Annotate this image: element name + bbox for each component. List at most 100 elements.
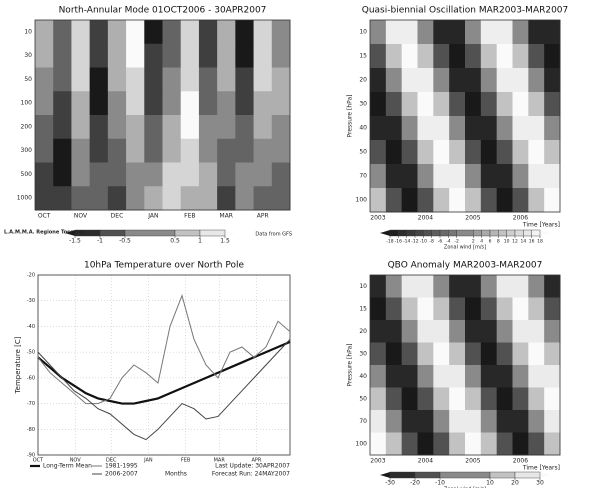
colorbar-segment bbox=[473, 229, 482, 237]
colorbar-arrow-left bbox=[380, 472, 390, 478]
cell bbox=[512, 44, 529, 69]
colorbar-arrow-right bbox=[540, 472, 550, 478]
cell bbox=[370, 68, 387, 93]
cell bbox=[465, 320, 482, 343]
cell bbox=[544, 297, 561, 321]
cell bbox=[512, 297, 529, 321]
note: Data from GFS bbox=[255, 232, 292, 238]
cell bbox=[126, 91, 145, 116]
colorbar-segment bbox=[523, 229, 532, 237]
cell bbox=[162, 115, 182, 140]
cell bbox=[217, 138, 236, 163]
cell bbox=[528, 140, 545, 165]
cell bbox=[449, 365, 466, 388]
y-axis-label: Temperature [C] bbox=[14, 336, 22, 394]
cell bbox=[370, 432, 387, 456]
legend-label: Long-Term Mean bbox=[43, 463, 92, 470]
cell bbox=[401, 164, 418, 189]
cell bbox=[370, 410, 387, 433]
cell bbox=[544, 188, 561, 213]
cell bbox=[107, 115, 127, 140]
cell bbox=[126, 67, 145, 92]
colorbar-segment bbox=[514, 229, 524, 237]
cell bbox=[235, 138, 255, 163]
cell bbox=[35, 138, 54, 163]
y-tick-label: 100 bbox=[356, 197, 368, 204]
x-tick-label: FEB bbox=[181, 458, 191, 464]
cell bbox=[35, 115, 54, 140]
cell bbox=[465, 432, 482, 456]
cell bbox=[544, 365, 561, 388]
colorbar-segment bbox=[99, 229, 126, 237]
colorbar-segment bbox=[431, 229, 441, 237]
cell bbox=[528, 320, 545, 343]
colorbar-label: -2 bbox=[454, 239, 459, 245]
cell bbox=[465, 68, 482, 93]
x-tick-label: OCT bbox=[38, 213, 51, 220]
chart-title: Quasi-biennial Oscillation MAR2003-MAR20… bbox=[362, 6, 569, 16]
cell bbox=[528, 365, 545, 388]
cell bbox=[126, 20, 145, 45]
colorbar-segment bbox=[481, 229, 491, 237]
cell bbox=[198, 138, 218, 163]
cell bbox=[89, 20, 109, 45]
cell bbox=[401, 320, 418, 343]
cell bbox=[465, 275, 482, 298]
cell bbox=[528, 164, 545, 189]
colorbar-arrow-left bbox=[380, 230, 390, 236]
cell bbox=[198, 115, 218, 140]
note: Forecast Run: 24MAY2007 bbox=[212, 471, 290, 478]
cell bbox=[465, 387, 482, 411]
cell bbox=[433, 188, 450, 213]
y-tick-label: 30 bbox=[24, 52, 32, 59]
series-line bbox=[37, 338, 291, 441]
colorbar-segment bbox=[489, 229, 499, 237]
y-tick-label: -90 bbox=[27, 453, 35, 459]
colorbar-label: -20 bbox=[410, 480, 420, 487]
cell bbox=[512, 410, 529, 433]
cell bbox=[480, 20, 498, 45]
y-tick-label: 1000 bbox=[17, 195, 32, 202]
cell bbox=[144, 138, 163, 163]
cell bbox=[433, 320, 450, 343]
cell bbox=[253, 43, 273, 68]
cell bbox=[180, 138, 200, 163]
y-tick-label: 70 bbox=[359, 418, 367, 425]
cell bbox=[528, 20, 545, 45]
cell bbox=[370, 92, 387, 117]
cell bbox=[107, 43, 127, 68]
colorbar-label: 16 bbox=[529, 239, 535, 245]
cell bbox=[385, 140, 403, 165]
colorbar-label: 12 bbox=[512, 239, 518, 245]
colorbar-label: -14 bbox=[403, 239, 410, 245]
cell bbox=[449, 342, 466, 366]
y-tick-label: 50 bbox=[24, 76, 32, 83]
cell bbox=[433, 387, 450, 411]
cell bbox=[528, 387, 545, 411]
cell bbox=[271, 115, 291, 140]
colorbar-title: Zonal wind [m/s] bbox=[444, 245, 486, 251]
colorbar-label: 6 bbox=[489, 239, 492, 245]
cell bbox=[370, 188, 387, 213]
cell bbox=[417, 410, 434, 433]
cell bbox=[433, 342, 450, 366]
cell bbox=[162, 162, 182, 187]
cell bbox=[253, 138, 273, 163]
cell bbox=[217, 186, 236, 211]
colorbar-label: 30 bbox=[536, 480, 544, 487]
cell bbox=[496, 275, 513, 298]
cell bbox=[496, 188, 513, 213]
legend-label: 2006-2007 bbox=[105, 471, 138, 478]
cell bbox=[417, 116, 434, 141]
note: L.A.M.M.A. Regione Toscana bbox=[4, 230, 83, 236]
cell bbox=[126, 43, 145, 68]
x-axis-label: Time [Years] bbox=[522, 465, 560, 472]
y-tick-label: 50 bbox=[359, 395, 367, 402]
cell bbox=[53, 91, 72, 116]
colorbar-segment bbox=[174, 229, 201, 237]
cell bbox=[417, 92, 434, 117]
note: Last Update: 30APR2007 bbox=[215, 463, 290, 470]
series-line bbox=[37, 340, 291, 405]
cell bbox=[465, 365, 482, 388]
cell bbox=[496, 387, 513, 411]
